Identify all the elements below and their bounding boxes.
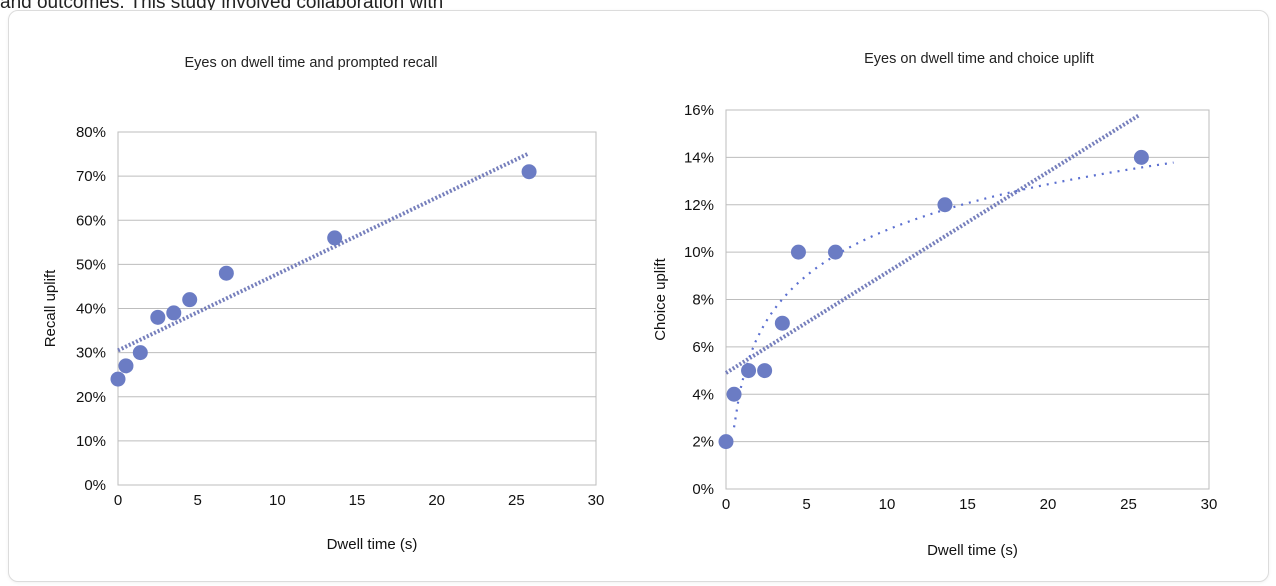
data-point (741, 363, 757, 379)
intro-text: and outcomes. This study involved collab… (0, 0, 444, 13)
y-tick-label: 30% (76, 345, 106, 362)
y-tick-label: 0% (84, 477, 106, 494)
y-tick-label: 10% (684, 244, 714, 261)
x-tick-label: 10 (879, 496, 896, 513)
data-point (118, 358, 134, 374)
y-tick-label: 50% (76, 256, 106, 273)
linear-trendline (724, 113, 1141, 375)
chart-title: Eyes on dwell time and prompted recall (184, 55, 437, 71)
x-tick-label: 15 (349, 492, 366, 509)
data-point (110, 371, 126, 387)
y-tick-label: 70% (76, 168, 106, 185)
y-tick-label: 8% (692, 292, 714, 309)
y-tick-label: 0% (692, 481, 714, 498)
y-axis-title: Choice uplift (652, 257, 669, 340)
x-tick-label: 5 (193, 492, 201, 509)
data-point (132, 345, 148, 361)
data-point (790, 244, 806, 260)
x-axis-title: Dwell time (s) (927, 542, 1018, 559)
data-point (166, 305, 182, 321)
y-tick-label: 80% (76, 124, 106, 141)
data-point (774, 315, 790, 331)
y-tick-label: 2% (692, 434, 714, 451)
y-tick-label: 16% (684, 102, 714, 119)
data-point (327, 230, 343, 246)
y-tick-label: 60% (76, 212, 106, 229)
chart-title: Eyes on dwell time and choice uplift (864, 51, 1094, 67)
data-point (1133, 149, 1149, 165)
y-axis-title: Recall uplift (42, 269, 59, 347)
x-tick-label: 0 (722, 496, 730, 513)
chart-card: Eyes on dwell time and prompted recall 0%… (8, 10, 1269, 582)
data-point (182, 292, 198, 308)
log-trendline (732, 161, 1174, 428)
y-tick-label: 12% (684, 197, 714, 214)
x-axis-title: Dwell time (s) (327, 536, 418, 553)
data-point (521, 164, 537, 180)
x-tick-label: 20 (1040, 496, 1057, 513)
x-tick-label: 20 (428, 492, 445, 509)
x-tick-label: 30 (588, 492, 605, 509)
data-point (218, 265, 234, 281)
x-tick-label: 10 (269, 492, 286, 509)
data-point (718, 434, 734, 450)
x-tick-label: 25 (508, 492, 525, 509)
y-tick-label: 14% (684, 149, 714, 166)
chart-1: Eyes on dwell time and prompted recall 0%… (42, 55, 604, 553)
chart-2: Eyes on dwell time and choice uplift 0% 2%… (652, 51, 1217, 559)
y-tick-label: 6% (692, 339, 714, 356)
data-point (827, 244, 843, 260)
y-tick-label: 20% (76, 389, 106, 406)
x-tick-label: 0 (114, 492, 122, 509)
data-point (726, 386, 742, 402)
y-tick-label: 10% (76, 433, 106, 450)
x-tick-label: 15 (959, 496, 976, 513)
data-point (150, 309, 166, 325)
y-tick-label: 4% (692, 386, 714, 403)
charts-svg: Eyes on dwell time and prompted recall 0%… (42, 51, 1217, 559)
y-tick-label: 40% (76, 301, 106, 318)
data-point (937, 197, 953, 213)
data-point (757, 363, 773, 379)
x-tick-label: 25 (1120, 496, 1137, 513)
x-tick-label: 5 (802, 496, 810, 513)
x-tick-label: 30 (1201, 496, 1218, 513)
